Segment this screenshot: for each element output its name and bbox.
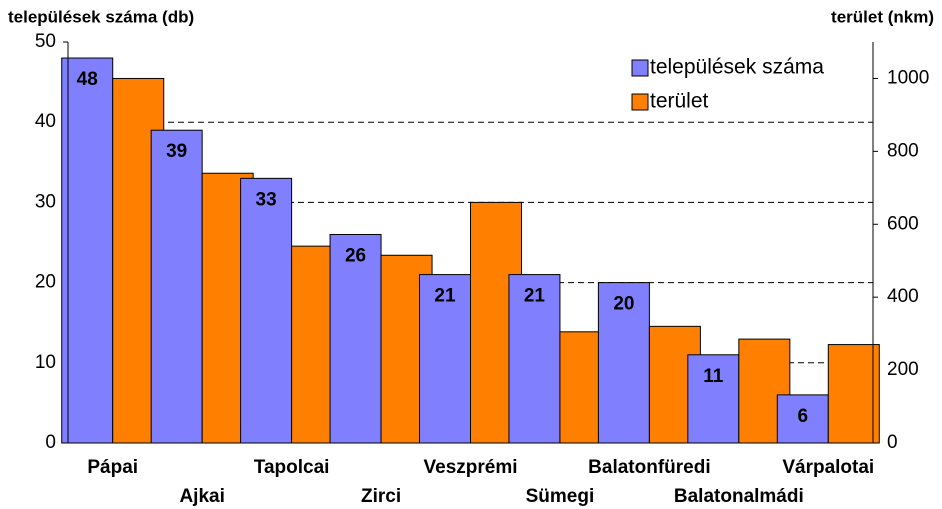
bar (776, 394, 829, 444)
x-tick-label: Ajkai (179, 486, 224, 507)
y2-tick-label: 800 (887, 140, 919, 161)
x-tick-label: Tapolcai (254, 457, 330, 478)
legend-label: települések száma (650, 56, 824, 79)
y-tick-label: 50 (35, 31, 56, 52)
y-tick-label: 0 (45, 432, 56, 453)
data-label: 11 (703, 366, 724, 387)
y-axis-title: települések száma (db) (8, 7, 194, 26)
y2-axis-title: terület (nkm) (831, 7, 934, 26)
data-label: 21 (434, 286, 456, 307)
bar (240, 177, 293, 444)
data-label: 48 (77, 69, 98, 90)
bar (597, 282, 650, 444)
bar (150, 129, 203, 444)
x-tick-label: Balatonfüredi (588, 457, 710, 478)
y2-tick-label: 0 (887, 432, 898, 453)
bar (827, 344, 880, 444)
y2-tick-label: 400 (887, 286, 919, 307)
y-tick-label: 20 (35, 272, 56, 293)
y-tick-label: 10 (35, 352, 56, 373)
bar (419, 274, 471, 444)
legend-label: terület (650, 90, 709, 113)
y2-tick-label: 1000 (887, 67, 929, 88)
y-tick-label: 30 (35, 191, 56, 212)
bar (687, 354, 740, 444)
x-tick-label: Veszprémi (424, 457, 518, 478)
bar (61, 57, 114, 444)
data-label: 33 (256, 189, 277, 210)
data-label: 26 (345, 245, 366, 266)
data-label: 39 (166, 141, 187, 162)
x-tick-label: Sümegi (526, 486, 595, 507)
y2-tick-label: 200 (887, 359, 919, 380)
data-label: 6 (797, 406, 808, 427)
legend-swatch (631, 59, 649, 77)
x-tick-label: Várpalotai (782, 457, 874, 478)
y2-tick-label: 600 (887, 213, 919, 234)
data-label: 21 (524, 286, 546, 307)
x-tick-label: Balatonalmádi (674, 486, 804, 507)
legend-swatch (631, 93, 649, 111)
x-tick-label: Pápai (87, 457, 138, 478)
x-tick-label: Zirci (361, 486, 401, 507)
bar (329, 233, 382, 444)
data-label: 20 (613, 294, 634, 315)
y-tick-label: 40 (35, 111, 56, 132)
